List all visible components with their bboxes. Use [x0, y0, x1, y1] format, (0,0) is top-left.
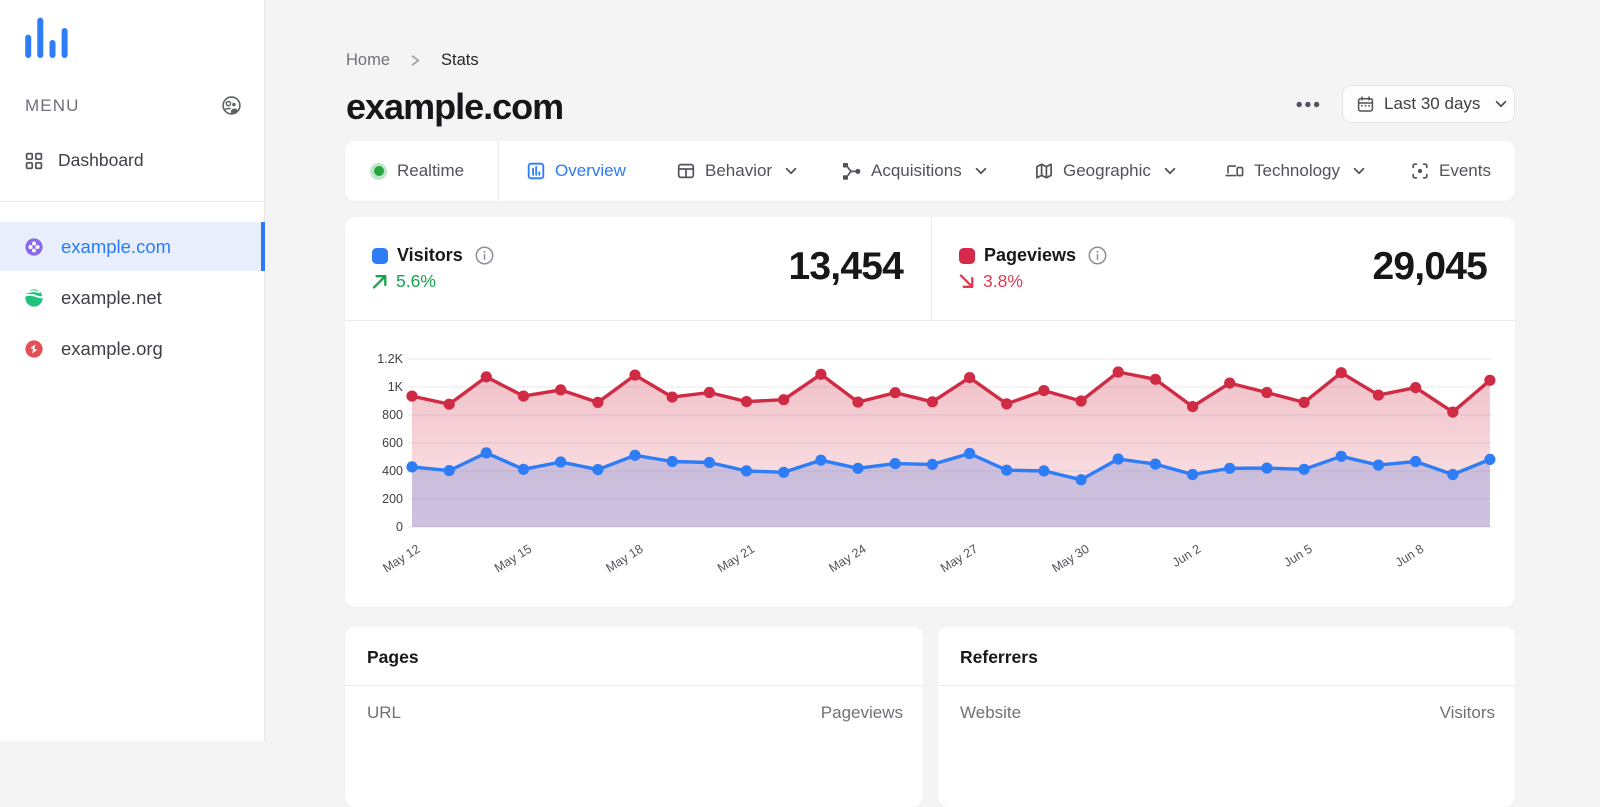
svg-text:Jun 8: Jun 8	[1393, 542, 1426, 570]
svg-text:1.2K: 1.2K	[377, 352, 403, 366]
svg-text:May 30: May 30	[1050, 542, 1092, 576]
svg-text:Jun 2: Jun 2	[1170, 542, 1203, 570]
svg-text:800: 800	[382, 408, 403, 422]
svg-text:May 12: May 12	[380, 542, 422, 576]
svg-text:May 24: May 24	[826, 542, 868, 576]
svg-text:May 27: May 27	[938, 542, 980, 576]
svg-text:1K: 1K	[388, 380, 404, 394]
svg-text:600: 600	[382, 436, 403, 450]
svg-text:0: 0	[396, 520, 403, 534]
svg-text:May 21: May 21	[715, 542, 757, 576]
svg-text:Jun 5: Jun 5	[1281, 542, 1314, 570]
svg-text:400: 400	[382, 464, 403, 478]
svg-text:May 15: May 15	[492, 542, 534, 576]
svg-text:200: 200	[382, 492, 403, 506]
svg-text:May 18: May 18	[603, 542, 645, 576]
